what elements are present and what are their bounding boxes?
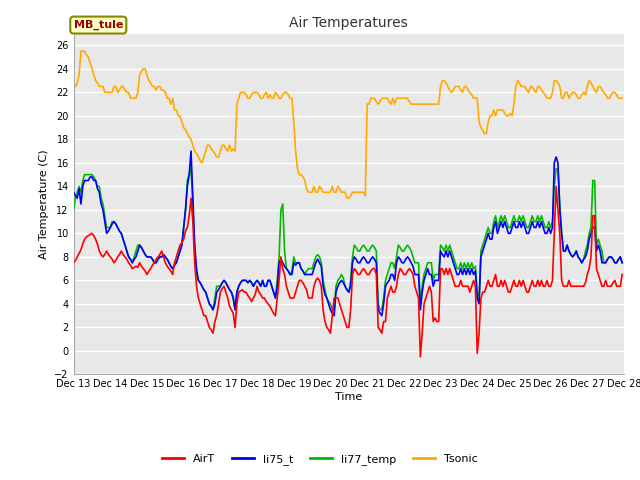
Y-axis label: Air Temperature (C): Air Temperature (C): [39, 149, 49, 259]
Title: Air Temperatures: Air Temperatures: [289, 16, 408, 30]
Legend: AirT, li75_t, li77_temp, Tsonic: AirT, li75_t, li77_temp, Tsonic: [157, 450, 483, 469]
X-axis label: Time: Time: [335, 392, 362, 402]
Text: MB_tule: MB_tule: [74, 20, 123, 30]
